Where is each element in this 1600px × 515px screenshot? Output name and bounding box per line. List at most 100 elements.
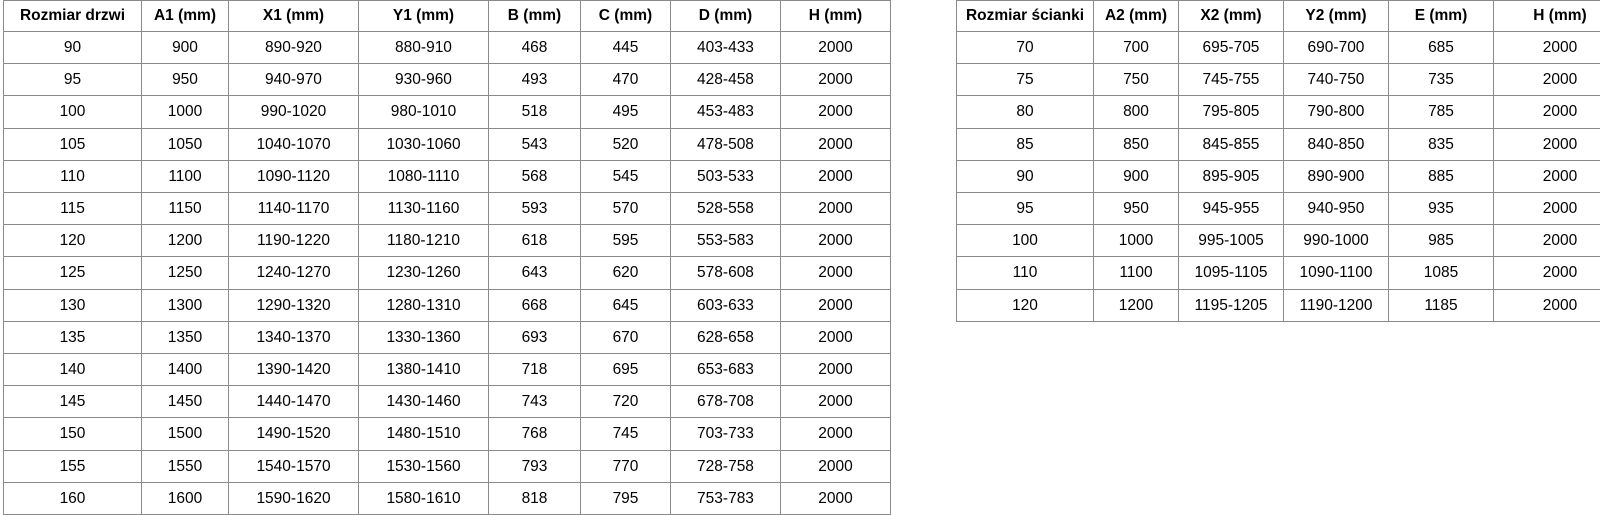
table-cell: 1600 xyxy=(141,481,229,515)
column-header-e: E (mm) xyxy=(1388,0,1494,32)
table-cell: 520 xyxy=(580,127,671,161)
table-cell: 95 xyxy=(3,63,142,97)
table-cell: 990-1000 xyxy=(1283,224,1389,258)
table-row: 70 700 695-705 690-700 685 2000 xyxy=(956,30,1600,65)
table-row: 100 1000 995-1005 990-1000 985 2000 xyxy=(956,224,1600,258)
table-cell: 800 xyxy=(1093,95,1179,129)
table-cell: 740-750 xyxy=(1283,63,1389,97)
table-cell: 1300 xyxy=(141,288,229,322)
table-cell: 495 xyxy=(580,95,671,129)
table-cell: 793 xyxy=(488,449,581,483)
table-cell: 453-483 xyxy=(670,95,781,129)
table-cell: 670 xyxy=(580,320,671,355)
table-cell: 795 xyxy=(580,481,671,515)
table-cell: 75 xyxy=(956,63,1094,97)
table-cell: 2000 xyxy=(780,481,891,515)
table-cell: 2000 xyxy=(1493,30,1600,65)
table-cell: 1240-1270 xyxy=(228,256,359,290)
table-cell: 1190-1220 xyxy=(228,224,359,258)
table-cell: 930-960 xyxy=(358,63,489,97)
table-cell: 543 xyxy=(488,127,581,161)
table-cell: 1050 xyxy=(141,127,229,161)
table-cell: 728-758 xyxy=(670,449,781,483)
table-cell: 1440-1470 xyxy=(228,385,359,419)
table-row: 85 850 845-855 840-850 835 2000 xyxy=(956,127,1600,161)
table-cell: 685 xyxy=(1388,30,1494,65)
table-cell: 1550 xyxy=(141,449,229,483)
table-row: 90 900 890-920 880-910 468 445 403-433 2000 xyxy=(3,30,891,65)
table-cell: 105 xyxy=(3,127,142,161)
table-cell: 428-458 xyxy=(670,63,781,97)
table-cell: 2000 xyxy=(780,320,891,355)
table-cell: 1330-1360 xyxy=(358,320,489,355)
table-cell: 528-558 xyxy=(670,192,781,226)
table-cell: 750 xyxy=(1093,63,1179,97)
table-cell: 470 xyxy=(580,63,671,97)
table-cell: 90 xyxy=(956,159,1094,194)
table-row: 155 1550 1540-1570 1530-1560 793 770 728-758 20… xyxy=(3,449,891,483)
table-cell: 1480-1510 xyxy=(358,417,489,451)
table-cell: 595 xyxy=(580,224,671,258)
table-cell: 135 xyxy=(3,320,142,355)
table-cell: 990-1020 xyxy=(228,95,359,129)
table-cell: 743 xyxy=(488,385,581,419)
table-cell: 1280-1310 xyxy=(358,288,489,322)
column-header-d: D (mm) xyxy=(670,0,781,32)
table-cell: 145 xyxy=(3,385,142,419)
table-row: 100 1000 990-1020 980-1010 518 495 453-483 2000 xyxy=(3,95,891,129)
table-cell: 628-658 xyxy=(670,320,781,355)
table-cell: 745-755 xyxy=(1178,63,1284,97)
table-cell: 720 xyxy=(580,385,671,419)
table-cell: 668 xyxy=(488,288,581,322)
table-row: 95 950 945-955 940-950 935 2000 xyxy=(956,192,1600,226)
table-cell: 1540-1570 xyxy=(228,449,359,483)
table-cell: 695 xyxy=(580,353,671,387)
table-cell: 643 xyxy=(488,256,581,290)
table-cell: 2000 xyxy=(1493,192,1600,226)
table-cell: 593 xyxy=(488,192,581,226)
column-header-h: H (mm) xyxy=(780,0,891,32)
table-cell: 1090-1100 xyxy=(1283,256,1389,290)
table-cell: 885 xyxy=(1388,159,1494,194)
table-cell: 753-783 xyxy=(670,481,781,515)
table-cell: 1380-1410 xyxy=(358,353,489,387)
table-row: 140 1400 1390-1420 1380-1410 718 695 653-683 20… xyxy=(3,353,891,387)
door-size-table: Rozmiar drzwi A1 (mm) X1 (mm) Y1 (mm) B … xyxy=(3,0,891,515)
table-cell: 2000 xyxy=(1493,127,1600,161)
table-cell: 703-733 xyxy=(670,417,781,451)
table-cell: 795-805 xyxy=(1178,95,1284,129)
table-cell: 120 xyxy=(956,288,1094,322)
table-cell: 840-850 xyxy=(1283,127,1389,161)
table-cell: 880-910 xyxy=(358,30,489,65)
table-cell: 950 xyxy=(141,63,229,97)
table-cell: 1100 xyxy=(1093,256,1179,290)
table-cell: 1185 xyxy=(1388,288,1494,322)
table-cell: 645 xyxy=(580,288,671,322)
door-size-table-body: 90 900 890-920 880-910 468 445 403-433 2000 95 95… xyxy=(3,30,891,515)
table-cell: 125 xyxy=(3,256,142,290)
table-cell: 2000 xyxy=(780,353,891,387)
table-cell: 1200 xyxy=(141,224,229,258)
table-cell: 785 xyxy=(1388,95,1494,129)
table-cell: 553-583 xyxy=(670,224,781,258)
table-cell: 980-1010 xyxy=(358,95,489,129)
table-row: 80 800 795-805 790-800 785 2000 xyxy=(956,95,1600,129)
table-cell: 850 xyxy=(1093,127,1179,161)
table-cell: 1100 xyxy=(141,159,229,194)
table-row: 160 1600 1590-1620 1580-1610 818 795 753-783 20… xyxy=(3,481,891,515)
table-cell: 1090-1120 xyxy=(228,159,359,194)
table-cell: 1580-1610 xyxy=(358,481,489,515)
table-cell: 718 xyxy=(488,353,581,387)
table-cell: 1590-1620 xyxy=(228,481,359,515)
table-cell: 1290-1320 xyxy=(228,288,359,322)
table-cell: 578-608 xyxy=(670,256,781,290)
table-cell: 545 xyxy=(580,159,671,194)
table-header-row: Rozmiar drzwi A1 (mm) X1 (mm) Y1 (mm) B … xyxy=(3,0,891,32)
table-row: 90 900 895-905 890-900 885 2000 xyxy=(956,159,1600,194)
table-cell: 568 xyxy=(488,159,581,194)
table-row: 130 1300 1290-1320 1280-1310 668 645 603-633 20… xyxy=(3,288,891,322)
door-size-table-head: Rozmiar drzwi A1 (mm) X1 (mm) Y1 (mm) B … xyxy=(3,0,891,32)
table-cell: 768 xyxy=(488,417,581,451)
table-cell: 985 xyxy=(1388,224,1494,258)
